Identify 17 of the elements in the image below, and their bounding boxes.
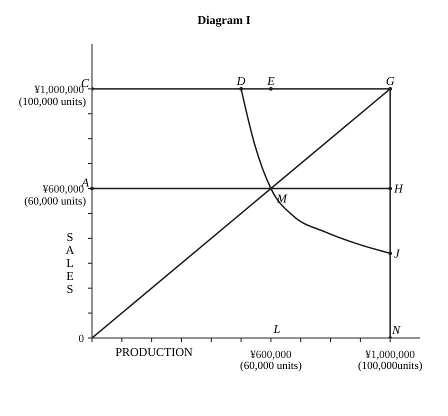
annotation: D: [236, 74, 246, 88]
y-tick-label: ¥600,000: [42, 184, 84, 196]
annotation: H: [393, 182, 404, 196]
text: (60,000 units): [240, 360, 302, 372]
y-tick-label: 0: [78, 333, 84, 345]
text: (100,000units): [358, 360, 423, 372]
text: (60,000 units): [24, 196, 86, 208]
annotation: N: [391, 323, 402, 337]
x-axis-title: PRODUCTION: [115, 345, 193, 359]
annotation: M: [276, 192, 288, 206]
annotation: E: [266, 74, 276, 88]
annotation: G: [386, 74, 395, 88]
text: (100,000 units): [18, 96, 86, 108]
annotation: J: [394, 246, 400, 260]
y-axis-title: SALES: [66, 230, 75, 296]
chart-title: Diagram I: [198, 13, 251, 27]
annotation: L: [272, 322, 281, 336]
